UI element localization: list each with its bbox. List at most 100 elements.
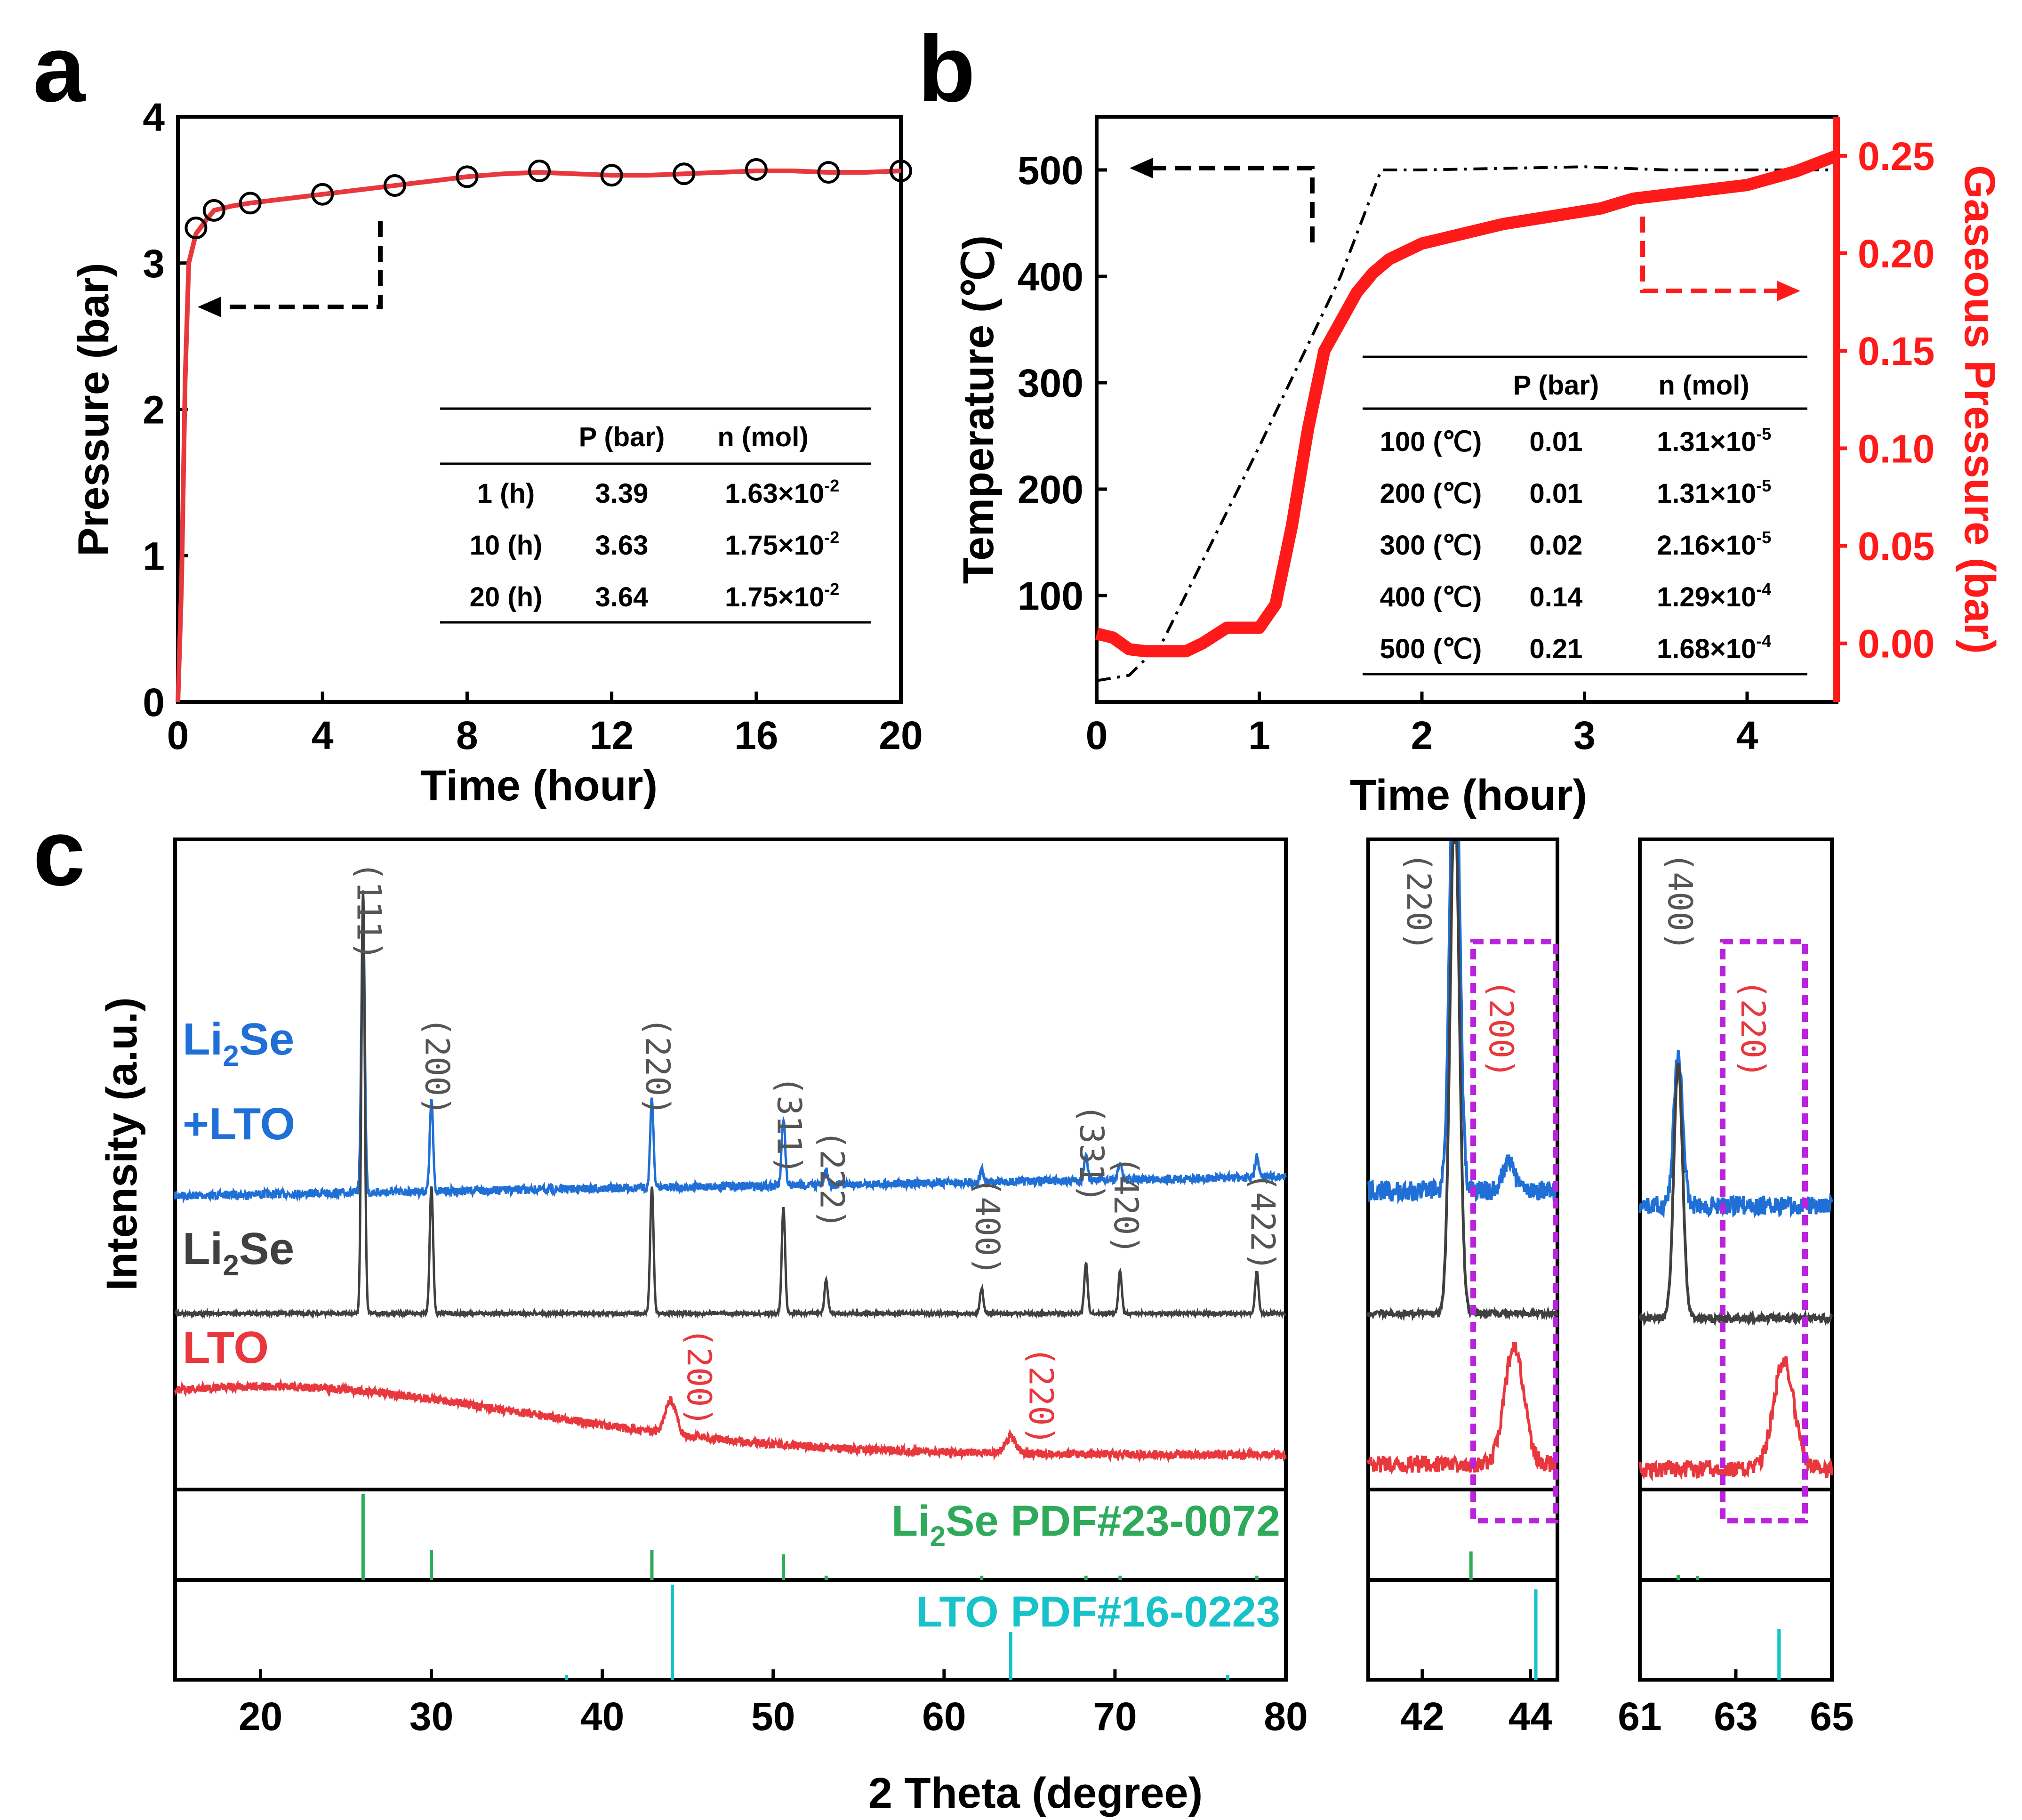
- c-xtick-label: 40: [580, 1694, 624, 1739]
- b-y2tick-label: 0.05: [1858, 524, 1935, 569]
- table-a-cell: 1.75×10-2: [725, 528, 839, 561]
- inset-1-pattern: [1367, 841, 1558, 1321]
- inset-hkl-label: (220): [1399, 852, 1438, 951]
- inset-hkl-label: (400): [1661, 852, 1699, 951]
- panel-c-chart: 20 30 40 50 60 70 80 42 44 61 63 65 (111) (200) (220)…: [98, 838, 1854, 1817]
- inset-2-pattern: [1638, 1050, 1833, 1219]
- pressure-data-point: [528, 159, 551, 182]
- inset-2-pattern: [1638, 1356, 1833, 1482]
- hkl-label: (422): [1243, 1172, 1282, 1272]
- hkl-label: (220): [638, 1017, 677, 1116]
- xrd-pattern-Li2Se: [174, 890, 1287, 1320]
- a-ytick-label: 4: [143, 95, 165, 139]
- c-xtick-label: 20: [239, 1694, 282, 1739]
- inset-1-pattern: [1367, 841, 1558, 1205]
- b-xtick-label: 4: [1736, 713, 1758, 757]
- table-b-cell: 1.31×10-5: [1657, 424, 1771, 457]
- inset-2-pattern: [1638, 1063, 1833, 1327]
- a-xtick-label: 12: [590, 713, 634, 757]
- a-xtick-label: 16: [734, 713, 778, 757]
- pressure-fit-line: [176, 168, 901, 702]
- table-a-cell: 1.75×10-2: [725, 580, 839, 612]
- panel-b-table: P (bar) n (mol) 100 (℃) 0.01 1.31×10-5 200 …: [1363, 355, 1807, 676]
- b-xtick-label: 1: [1248, 713, 1270, 757]
- hkl-label: (311): [770, 1076, 809, 1175]
- inset-1-frame: [1366, 838, 1559, 1682]
- hkl-label-lto: (220): [1021, 1346, 1060, 1446]
- b-y2tick-label: 0.00: [1858, 622, 1935, 666]
- a-ytick-label: 1: [143, 534, 165, 578]
- table-b-cell: 200 (℃): [1380, 478, 1482, 509]
- panel-b-chart: 100 200 300 400 500 0.00 0.05 0.10 0.15 0.20 0.25…: [955, 115, 2004, 819]
- inset-2-highlight-box: [1720, 939, 1808, 1523]
- pressure-data-point: [890, 159, 912, 182]
- panel-b-pressure-arrow: [1640, 217, 1779, 293]
- a-xtick-label: 20: [879, 713, 923, 757]
- table-b-cell: 1.29×10-4: [1657, 580, 1771, 612]
- xrd-pattern-Li2Se+LTO: [174, 896, 1287, 1204]
- panel-c-x-axis-title: 2 Theta (degree): [868, 1769, 1203, 1817]
- table-a-cell: 3.39: [595, 478, 649, 509]
- b-xtick-label: 2: [1411, 713, 1433, 757]
- panel-b-x-axis-title: Time (hour): [1350, 771, 1587, 819]
- b-y2tick-label: 0.25: [1858, 134, 1935, 178]
- pressure-data-point: [673, 162, 696, 185]
- panel-b-temperature-arrowhead: [1130, 158, 1153, 178]
- inset-xtick-label: 42: [1400, 1694, 1444, 1739]
- b-xtick-label: 3: [1573, 713, 1596, 757]
- c-xtick-label: 50: [751, 1694, 795, 1739]
- table-a-cell: 3.63: [595, 530, 649, 561]
- b-xtick-label: 0: [1086, 713, 1108, 757]
- hkl-label: (400): [968, 1177, 1007, 1276]
- b-ytick-label: 300: [1018, 361, 1083, 405]
- hkl-label: (331): [1072, 1104, 1111, 1203]
- table-b-header-p: P (bar): [1513, 370, 1599, 401]
- pressure-data-point: [383, 174, 406, 197]
- ref-label-lto: LTO PDF#16-0223: [916, 1588, 1280, 1636]
- table-b-cell: 0.21: [1530, 634, 1583, 664]
- c-xtick-label: 60: [922, 1694, 966, 1739]
- a-ytick-label: 0: [143, 680, 165, 725]
- hkl-label: (420): [1107, 1156, 1145, 1255]
- b-y2tick-label: 0.15: [1858, 329, 1935, 373]
- ref-label-li2se: Li2Se PDF#23-0072: [891, 1497, 1280, 1552]
- table-a-cell: 10 (h): [470, 530, 543, 561]
- b-y2tick-label: 0.10: [1858, 427, 1935, 471]
- table-b-cell: 300 (℃): [1380, 530, 1482, 561]
- panel-label-a: a: [33, 16, 86, 121]
- table-a-header-n: n (mol): [717, 422, 808, 452]
- inset-xtick-label: 63: [1714, 1694, 1757, 1739]
- inset-hkl-label: (220): [1733, 979, 1772, 1079]
- table-b-cell: 400 (℃): [1380, 582, 1482, 612]
- a-xtick-label: 0: [167, 713, 189, 757]
- b-y2tick-label: 0.20: [1858, 232, 1935, 276]
- panel-label-c: c: [33, 800, 85, 905]
- gaseous-pressure-line: [1095, 150, 1839, 658]
- table-b-cell: 0.02: [1530, 530, 1583, 561]
- table-b-cell: 2.16×10-5: [1657, 528, 1771, 561]
- inset-xtick-label: 44: [1508, 1694, 1553, 1739]
- inset-1-pattern: [1367, 1342, 1558, 1475]
- pressure-data-point: [239, 192, 262, 215]
- pressure-data-point: [817, 161, 840, 184]
- table-a-cell: 1 (h): [477, 478, 535, 509]
- a-ytick-label: 2: [143, 388, 165, 432]
- table-a-header-p: P (bar): [579, 422, 665, 452]
- a-xtick-label: 4: [312, 713, 334, 757]
- b-ytick-label: 200: [1018, 467, 1083, 512]
- inset-1-highlight-box: [1470, 939, 1558, 1523]
- hkl-label: (200): [418, 1017, 457, 1116]
- pressure-data-point: [185, 217, 208, 240]
- table-b-cell: 100 (℃): [1380, 427, 1482, 457]
- label-lto: LTO: [183, 1322, 269, 1373]
- table-b-cell: 0.14: [1530, 582, 1583, 612]
- panel-a-y-axis-title: Pressure (bar): [70, 263, 118, 556]
- pressure-data-point: [311, 183, 334, 206]
- b-ytick-label: 100: [1018, 574, 1083, 618]
- b-ytick-label: 400: [1018, 255, 1083, 299]
- panel-a-axis-arrow: [212, 221, 383, 309]
- label-li2se: Li2Se: [183, 1224, 294, 1282]
- inset-xtick-label: 61: [1618, 1694, 1661, 1739]
